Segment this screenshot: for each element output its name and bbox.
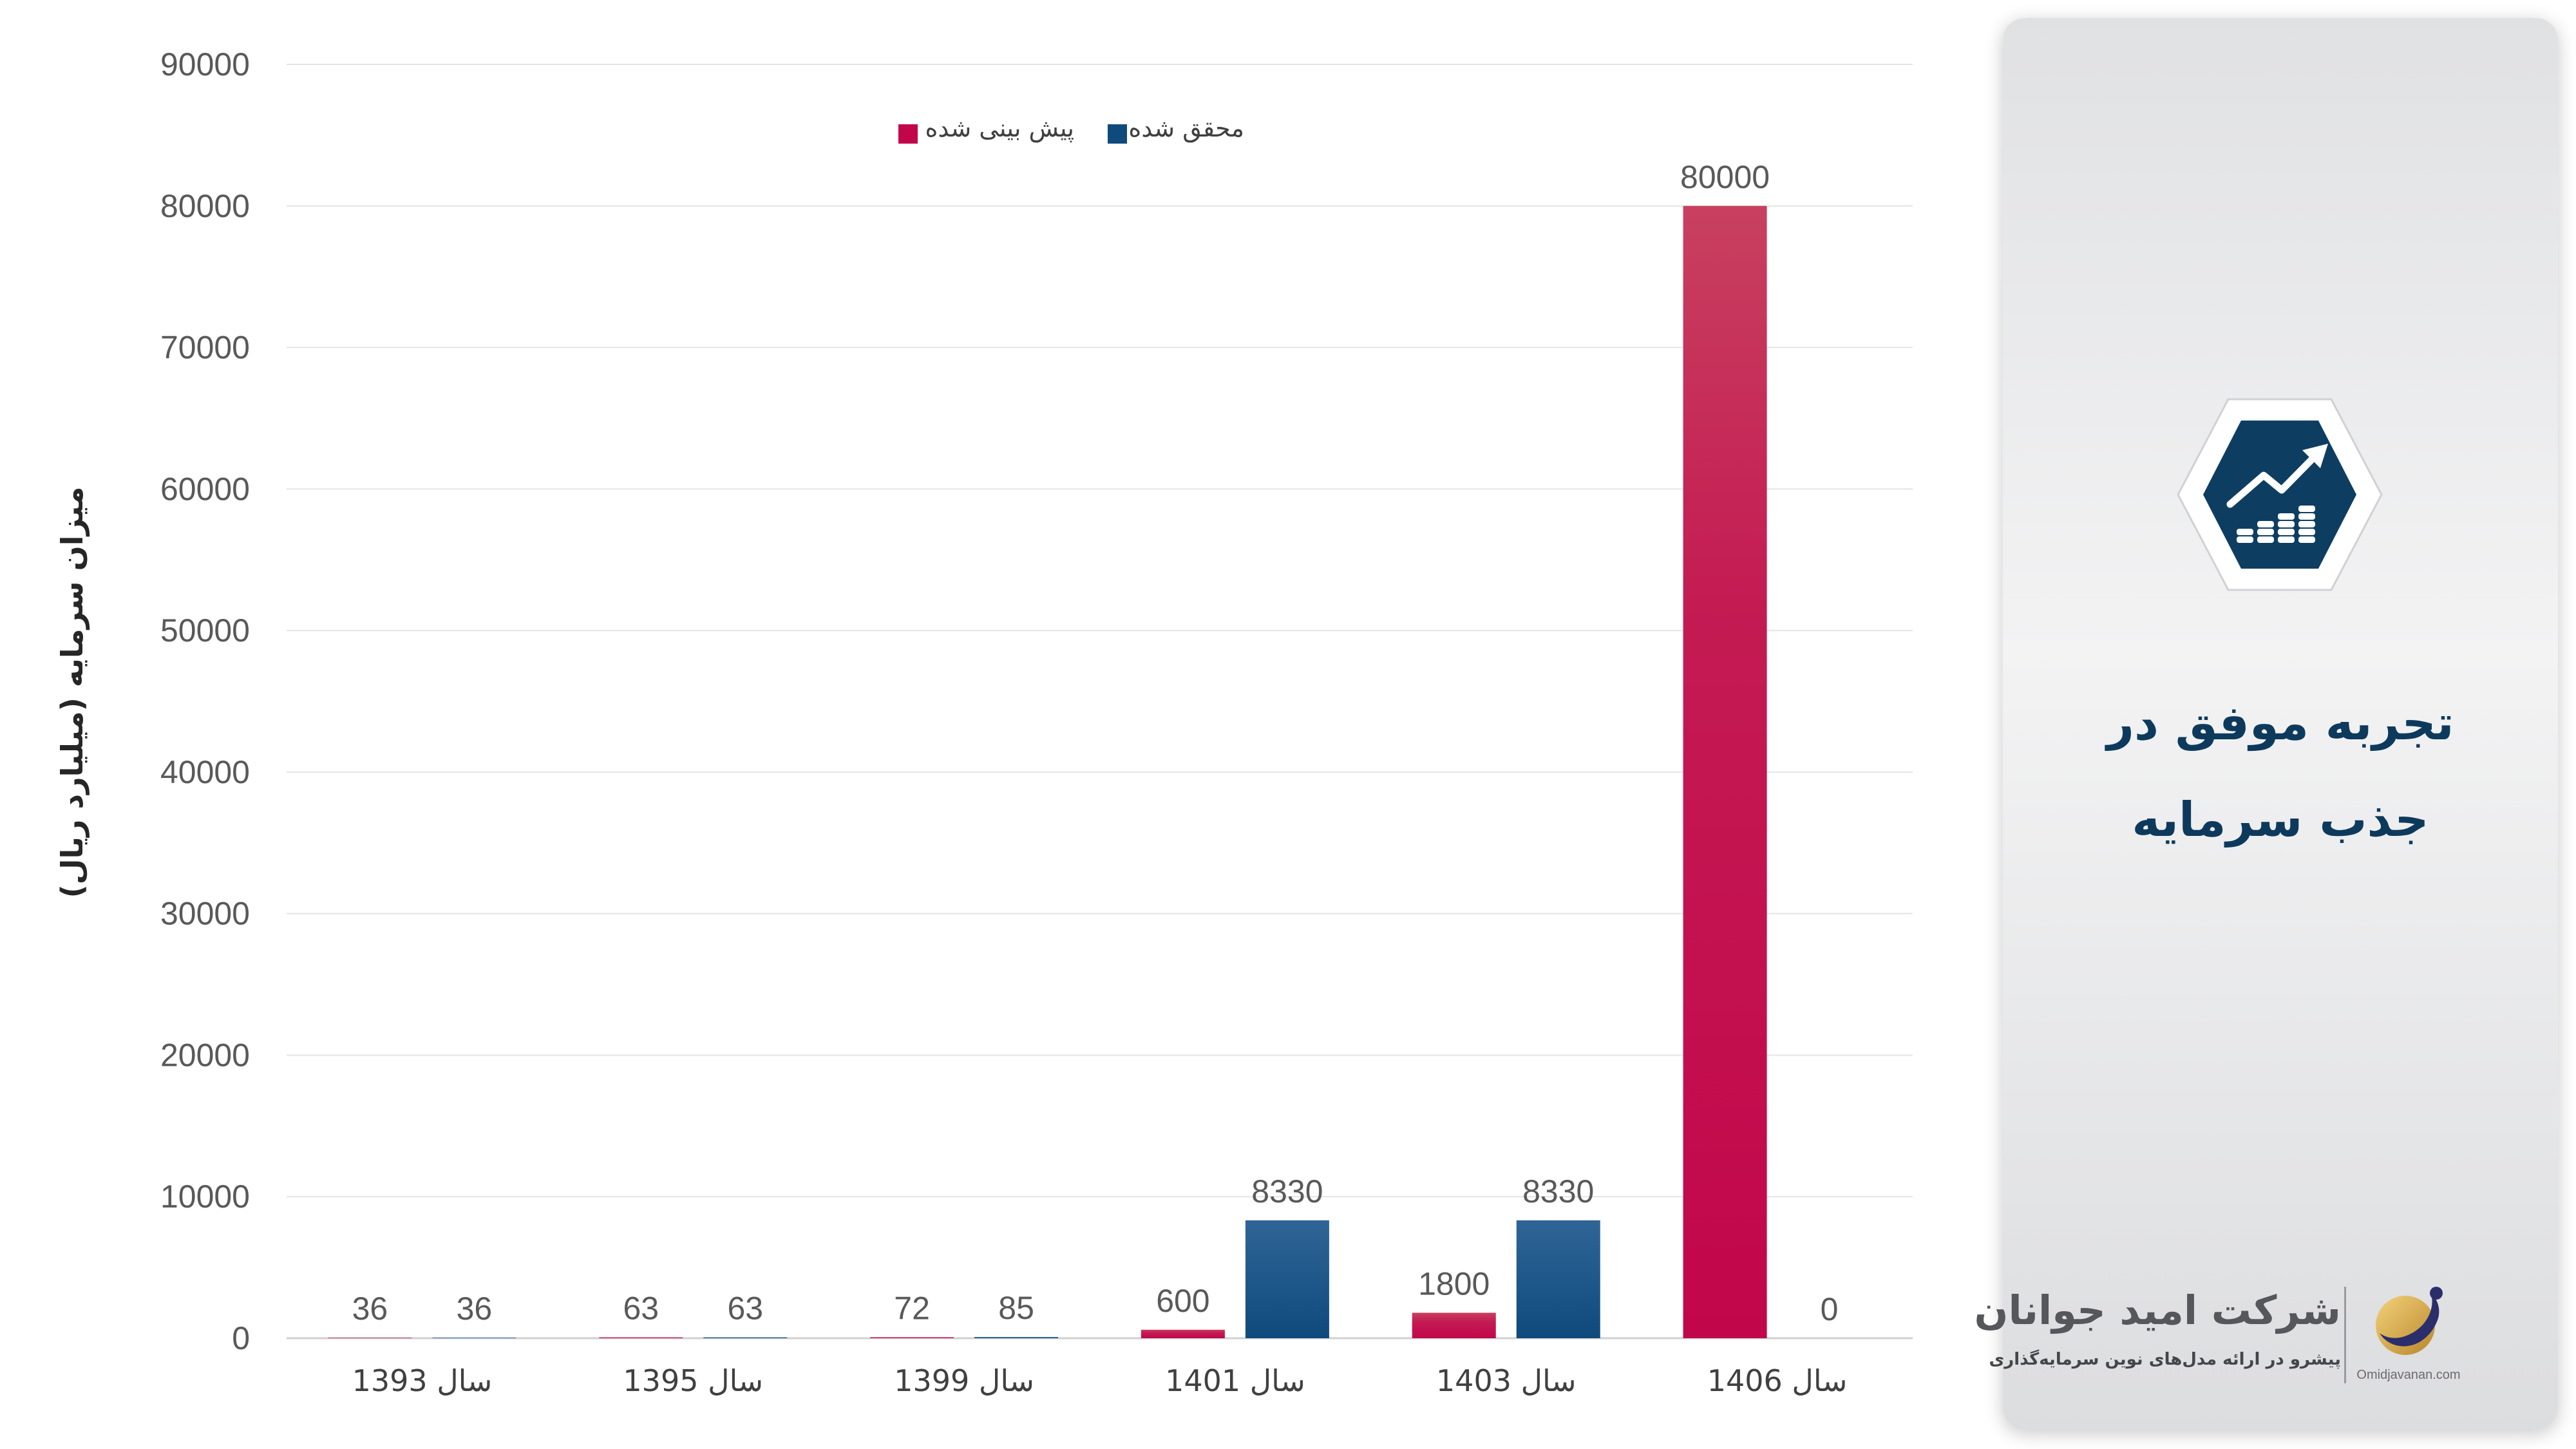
- data-label: 8330: [1251, 1173, 1323, 1209]
- brand-block: شرکت امید جوانان پیشرو در ارائه مدل‌های …: [1975, 1280, 2544, 1390]
- x-category-label: سال 1406: [1707, 1363, 1848, 1398]
- y-tick-label: 70000: [160, 330, 250, 366]
- x-category-label: سال 1401: [1165, 1363, 1305, 1398]
- data-label: 600: [1156, 1283, 1209, 1319]
- bar: [1683, 205, 1767, 1338]
- grid-lines: [287, 64, 1913, 1340]
- y-tick-label: 20000: [160, 1037, 250, 1073]
- data-label: 85: [998, 1290, 1034, 1326]
- y-tick-label: 50000: [160, 612, 250, 649]
- y-tick-label: 30000: [160, 896, 250, 932]
- brand-url: Omidjavanan.com: [2356, 1368, 2461, 1382]
- y-tick-label: 10000: [160, 1179, 250, 1215]
- data-label: 0: [1821, 1291, 1839, 1327]
- y-tick-label: 0: [232, 1320, 250, 1356]
- panel-title: تجربه موفق در جذب سرمایه: [2029, 675, 2532, 868]
- x-category-label: سال 1393: [352, 1363, 493, 1398]
- data-label: 1800: [1418, 1265, 1490, 1302]
- data-label: 8330: [1522, 1173, 1594, 1209]
- y-tick-label: 90000: [160, 46, 250, 82]
- legend-swatch: [1108, 124, 1127, 144]
- y-axis-ticks: 0 10000 20000 30000 40000 50000 60000 70000 8000…: [160, 46, 250, 1356]
- x-category-label: سال 1395: [623, 1363, 763, 1398]
- data-label: 80000: [1680, 159, 1770, 195]
- bars: [328, 205, 1767, 1338]
- brand-tagline: پیشرو در ارائه مدل‌های نوین سرمایه‌گذاری: [1989, 1350, 2341, 1369]
- x-category-label: سال 1399: [894, 1363, 1034, 1398]
- y-tick-label: 80000: [160, 188, 250, 224]
- side-panel: تجربه موفق در جذب سرمایه شرکت امید جوانا…: [1975, 18, 2558, 1430]
- brand-name: شرکت امید جوانان: [1974, 1287, 2341, 1334]
- panel-title-line-1: تجربه موفق در: [2107, 696, 2454, 751]
- growth-chart-coins-icon: [2177, 398, 2383, 591]
- bar-chart: 0 10000 20000 30000 40000 50000 60000 70000 8000…: [55, 46, 1913, 1398]
- x-axis-categories: سال 1393 سال 1395 سال 1399 سال 1401 سال 1403…: [352, 1363, 1848, 1398]
- brand-divider: [2344, 1287, 2346, 1383]
- data-label: 36: [352, 1291, 388, 1327]
- data-label: 36: [457, 1291, 493, 1327]
- omid-javanan-logo-icon: [2376, 1287, 2443, 1355]
- panel-title-line-2: جذب سرمایه: [2132, 792, 2429, 848]
- bar: [870, 1337, 954, 1338]
- bar: [1412, 1312, 1496, 1338]
- x-category-label: سال 1403: [1436, 1363, 1577, 1398]
- legend-label: محقق شده: [1128, 114, 1244, 143]
- data-label: 63: [727, 1291, 763, 1327]
- y-tick-label: 40000: [160, 754, 250, 790]
- legend-swatch: [898, 124, 918, 144]
- y-axis-title: میزان سرمایه (میلیارد ریال): [55, 487, 90, 898]
- y-tick-label: 60000: [160, 471, 250, 507]
- bar: [974, 1337, 1059, 1338]
- bar: [1245, 1220, 1329, 1338]
- legend-label: پیش بینی شده: [925, 114, 1074, 142]
- bar: [1516, 1220, 1600, 1338]
- data-label: 63: [623, 1291, 659, 1327]
- legend: پیش بینی شده محقق شده: [898, 114, 1244, 144]
- data-labels: 36 36 63 63 72 85 600 8330 1800 8330 80000 0: [352, 159, 1839, 1327]
- data-label: 72: [894, 1290, 930, 1326]
- bar: [1141, 1329, 1225, 1338]
